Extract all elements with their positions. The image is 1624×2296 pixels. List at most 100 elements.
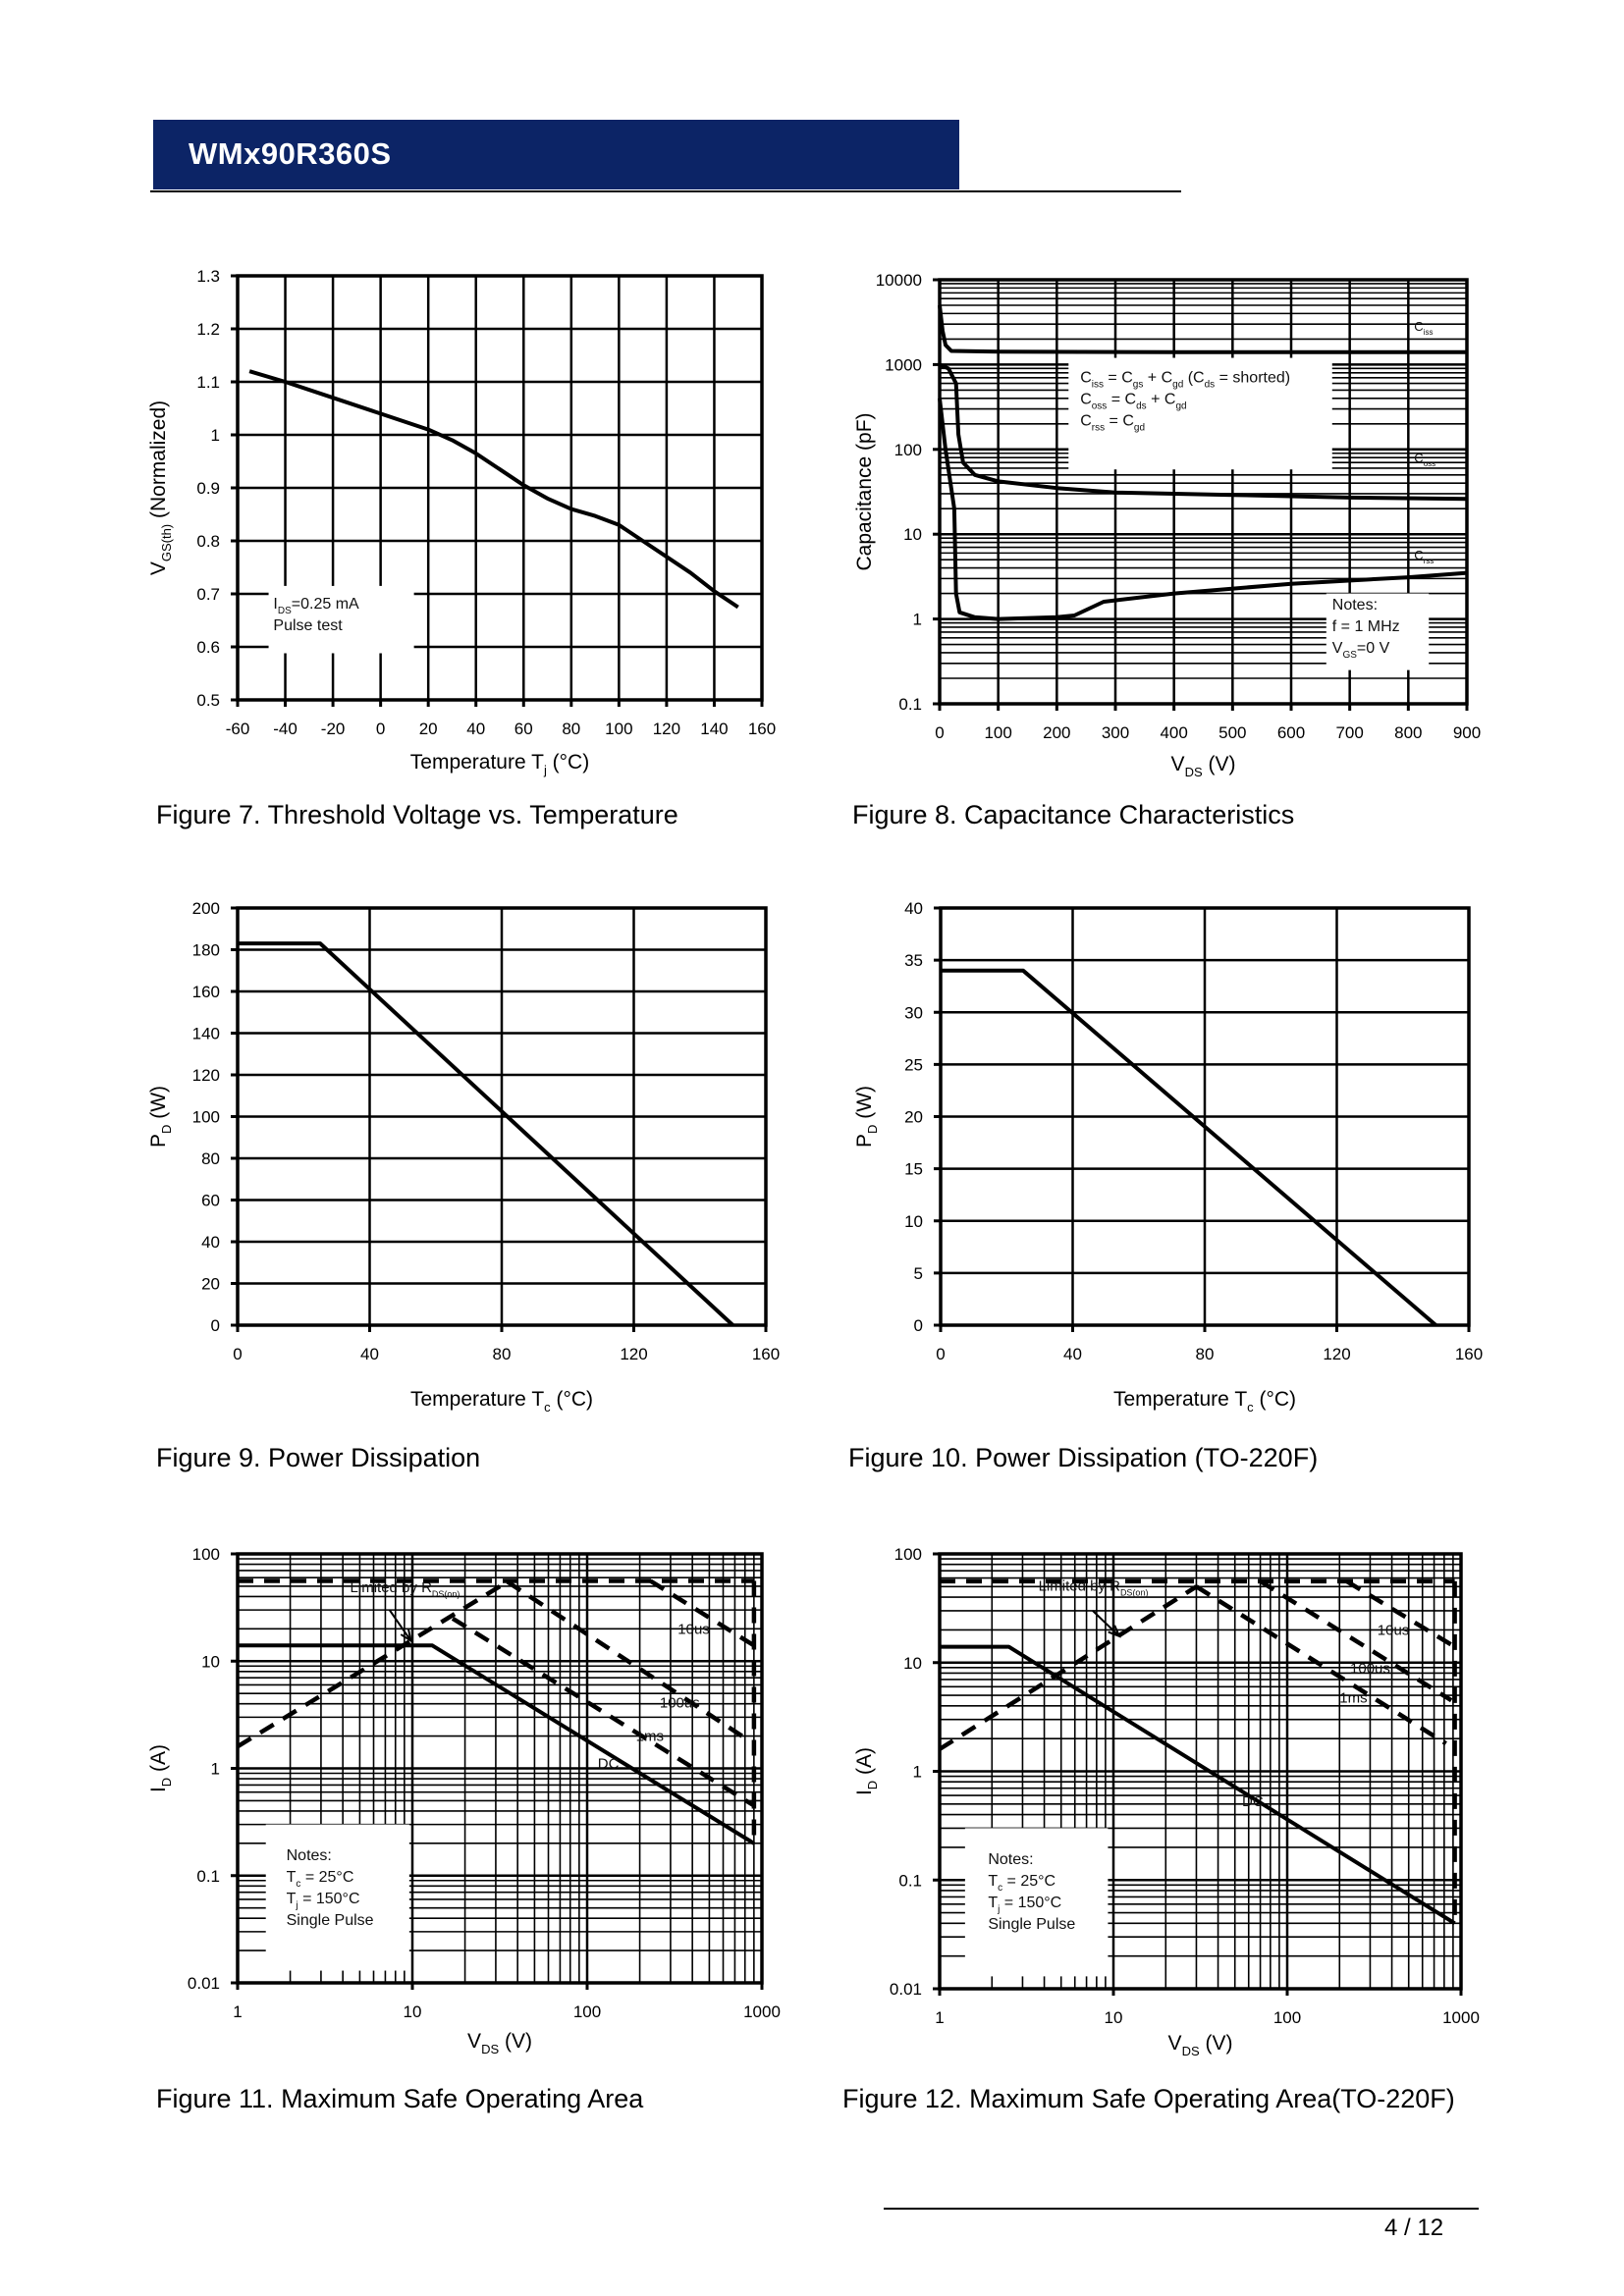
series-line-2 xyxy=(938,398,1468,621)
x-axis-label: Temperature Tc​ (°C) xyxy=(410,1388,593,1415)
y-axis-label: Capacitance (pF) xyxy=(853,412,876,570)
x-tick-label: 100 xyxy=(605,720,632,738)
x-tick-label: 800 xyxy=(1394,723,1422,742)
y-tick-label: 140 xyxy=(192,1025,220,1043)
x-tick-label: -20 xyxy=(321,720,346,738)
x-tick-label: 500 xyxy=(1218,723,1246,742)
annotation-text: Notes: xyxy=(287,1847,332,1864)
y-axis-label: PD​ (W) xyxy=(853,1086,880,1148)
annotation-text: f = 1 MHz xyxy=(1332,618,1400,635)
series-line-2 xyxy=(1345,1578,1456,1649)
arrowhead-icon xyxy=(400,1629,412,1643)
annotation-text: IDS​=0.25 mA xyxy=(273,596,359,616)
y-tick-label: 0 xyxy=(914,1316,923,1335)
y-tick-label: 0.5 xyxy=(196,691,220,710)
x-tick-label: 40 xyxy=(466,720,485,738)
page-number: 4 / 12 xyxy=(1384,2215,1444,2241)
figure-10-caption: Figure 10. Power Dissipation (TO-220F) xyxy=(848,1443,1319,1472)
x-tick-label: 100 xyxy=(984,723,1011,742)
y-tick-label: 20 xyxy=(201,1275,220,1294)
x-axis-label: Temperature Tc​ (°C) xyxy=(1113,1388,1296,1415)
y-axis-label: ID​ (A) xyxy=(147,1744,174,1792)
y-tick-label: 0.7 xyxy=(196,585,220,604)
x-axis-label: Temperature Tj​ (°C) xyxy=(410,751,589,777)
y-tick-label: 10 xyxy=(201,1652,220,1671)
x-tick-label: 300 xyxy=(1102,723,1129,742)
x-tick-label: 0 xyxy=(233,1345,242,1363)
annotation-text: Notes: xyxy=(1332,597,1378,614)
x-tick-label: 160 xyxy=(748,720,776,738)
x-tick-label: 80 xyxy=(493,1345,512,1363)
y-tick-label: 0.01 xyxy=(890,1980,922,1999)
y-tick-label: 0.8 xyxy=(196,532,220,551)
x-tick-label: 20 xyxy=(419,720,438,738)
y-tick-label: 1.2 xyxy=(196,320,220,339)
x-tick-label: 1000 xyxy=(743,2002,781,2021)
gridlines xyxy=(236,906,768,1327)
x-tick-label: 900 xyxy=(1453,723,1481,742)
figure-9-caption: Figure 9. Power Dissipation xyxy=(156,1443,481,1472)
y-tick-label: 1 xyxy=(211,1760,220,1779)
annotation-text: Coss​ xyxy=(1414,451,1435,468)
y-tick-label: 200 xyxy=(192,899,220,918)
y-tick-label: 80 xyxy=(201,1149,220,1168)
annotation-text: Tc​ = 25°C xyxy=(287,1869,354,1890)
series-line-0 xyxy=(941,968,1437,1327)
x-tick-label: -40 xyxy=(273,720,298,738)
figure-11-caption: Figure 11. Maximum Safe Operating Area xyxy=(156,2084,644,2113)
y-tick-label: 160 xyxy=(192,983,220,1001)
x-tick-label: 60 xyxy=(514,720,533,738)
x-axis-label: VDS​ (V) xyxy=(1171,753,1236,779)
y-axis-label: VGS(th)​ (Normalized) xyxy=(147,400,174,575)
y-tick-label: 0.1 xyxy=(898,1871,922,1890)
series-line-0 xyxy=(238,941,734,1327)
x-tick-label: 100 xyxy=(573,2002,601,2021)
annotation-text: DC xyxy=(598,1756,620,1773)
series-line-3 xyxy=(1259,1578,1453,1703)
y-tick-label: 20 xyxy=(904,1108,923,1127)
chart-figure-8: 0 100 200 300 400 500 600 700 800 900 0.1 1 10 100 100… xyxy=(853,271,1481,779)
x-tick-label: 10 xyxy=(1105,2008,1123,2027)
chart-figure-9: 0 40 80 120 160 0 20 40 60 80 100 120 140 160 180 200 Te… xyxy=(147,899,780,1415)
figure-7-caption: Figure 7. Threshold Voltage vs. Temperat… xyxy=(156,800,678,829)
x-tick-label: 160 xyxy=(1455,1345,1483,1363)
part-number-title: WMx90R360S xyxy=(189,136,392,171)
series-line-4 xyxy=(1195,1584,1447,1746)
annotation-text: 1ms xyxy=(636,1729,664,1745)
y-tick-label: 100 xyxy=(192,1108,220,1127)
y-tick-label: 0.6 xyxy=(196,638,220,657)
x-tick-label: 200 xyxy=(1043,723,1070,742)
annotation-box xyxy=(265,1824,409,1971)
x-tick-label: 40 xyxy=(1063,1345,1082,1363)
annotation-box xyxy=(964,1828,1109,1977)
y-tick-label: 60 xyxy=(201,1192,220,1210)
chart-figure-7: -60 -40 -20 0 20 40 60 80 100 120 140 160 0.5 0.6 0.7 0… xyxy=(147,267,776,777)
document-header-bar: WMx90R360S xyxy=(153,120,959,189)
arrow-icon xyxy=(1092,1610,1120,1637)
annotation-text: Limited by RDS(on)​ xyxy=(351,1579,460,1599)
chart-figure-11: 1 10 100 1000 0.01 0.1 1 10 100 VDS​ (V) ID​ (A) Li… xyxy=(147,1545,781,2056)
annotation-text: Crss​ = Cgd​ xyxy=(1080,412,1145,433)
figure-12-caption: Figure 12. Maximum Safe Operating Area(T… xyxy=(842,2084,1455,2113)
annotation-text: Coss​ = Cds​ + Cgd​ xyxy=(1080,391,1186,411)
x-axis-label: VDS​ (V) xyxy=(1168,2032,1233,2058)
chart-figure-10: 0 40 80 120 160 0 5 10 15 20 25 30 35 40 Temperature T… xyxy=(853,899,1483,1415)
header-divider xyxy=(150,190,1181,192)
series-line-4 xyxy=(451,1616,756,1808)
annotation-text: VGS​=0 V xyxy=(1332,640,1390,661)
y-axis-label: PD​ (W) xyxy=(147,1086,174,1148)
x-tick-label: 10 xyxy=(404,2002,422,2021)
y-tick-label: 1000 xyxy=(885,355,922,374)
x-tick-label: 80 xyxy=(1196,1345,1215,1363)
x-tick-label: 160 xyxy=(752,1345,780,1363)
y-tick-label: 10 xyxy=(903,1654,922,1673)
y-tick-label: 100 xyxy=(894,441,922,459)
series-line-6 xyxy=(940,1644,1456,1925)
annotation-text: Ciss​ xyxy=(1414,319,1433,337)
x-tick-label: 140 xyxy=(700,720,728,738)
x-tick-label: 600 xyxy=(1277,723,1305,742)
arrowhead-icon xyxy=(1108,1625,1121,1638)
annotation-text: 100us xyxy=(660,1694,700,1711)
series-line-0 xyxy=(938,304,1467,354)
